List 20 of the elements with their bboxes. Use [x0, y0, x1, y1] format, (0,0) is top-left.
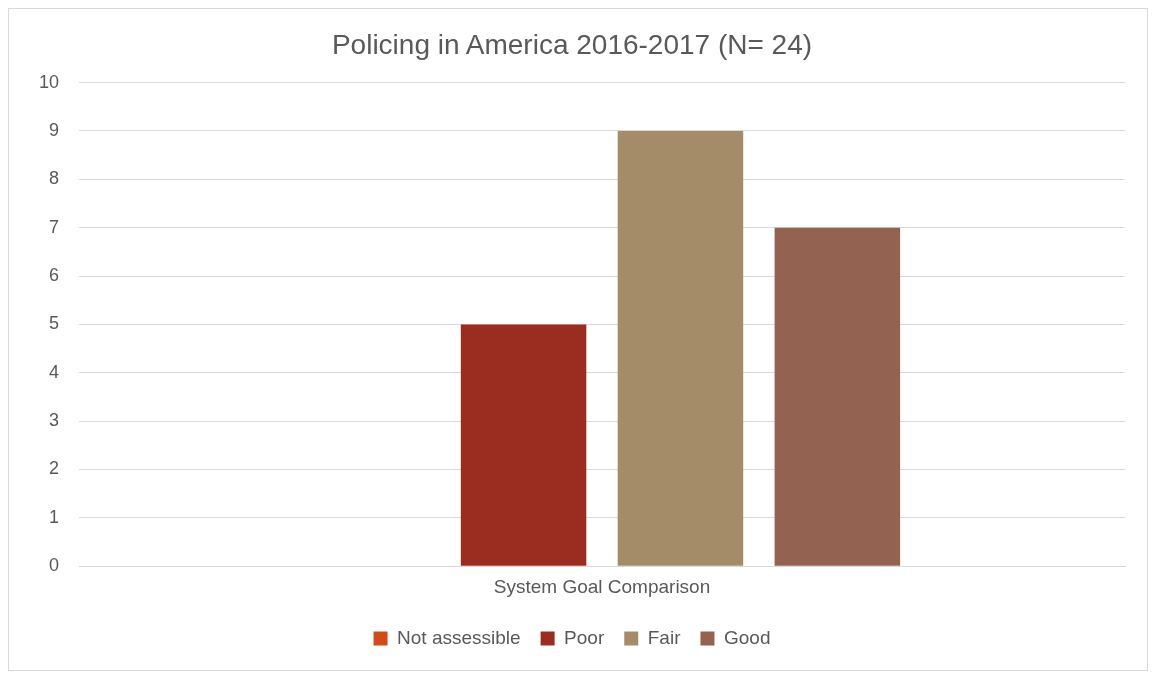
bar: [774, 227, 901, 566]
legend-label: Poor: [564, 626, 605, 648]
y-tick-label: 10: [38, 71, 60, 92]
bar: [617, 130, 744, 566]
y-tick-label: 5: [49, 313, 60, 334]
legend-label: Fair: [647, 626, 682, 648]
y-tick-label: 8: [49, 168, 60, 189]
y-tick-label: 0: [49, 555, 60, 576]
chart-title: Policing in America 2016-2017 (N= 24): [331, 28, 813, 60]
y-tick-label: 9: [49, 119, 60, 140]
legend-label: Not assessible: [397, 626, 521, 648]
y-tick-label: 6: [49, 265, 60, 286]
legend-label: Good: [723, 626, 771, 648]
y-tick-label: 2: [49, 458, 60, 479]
y-tick-label: 3: [49, 410, 60, 431]
y-tick-label: 1: [49, 506, 60, 527]
x-tick-label: System Goal Comparison: [493, 575, 711, 597]
y-tick-label: 7: [49, 216, 60, 237]
bar: [460, 324, 587, 566]
y-tick-label: 4: [49, 361, 60, 382]
